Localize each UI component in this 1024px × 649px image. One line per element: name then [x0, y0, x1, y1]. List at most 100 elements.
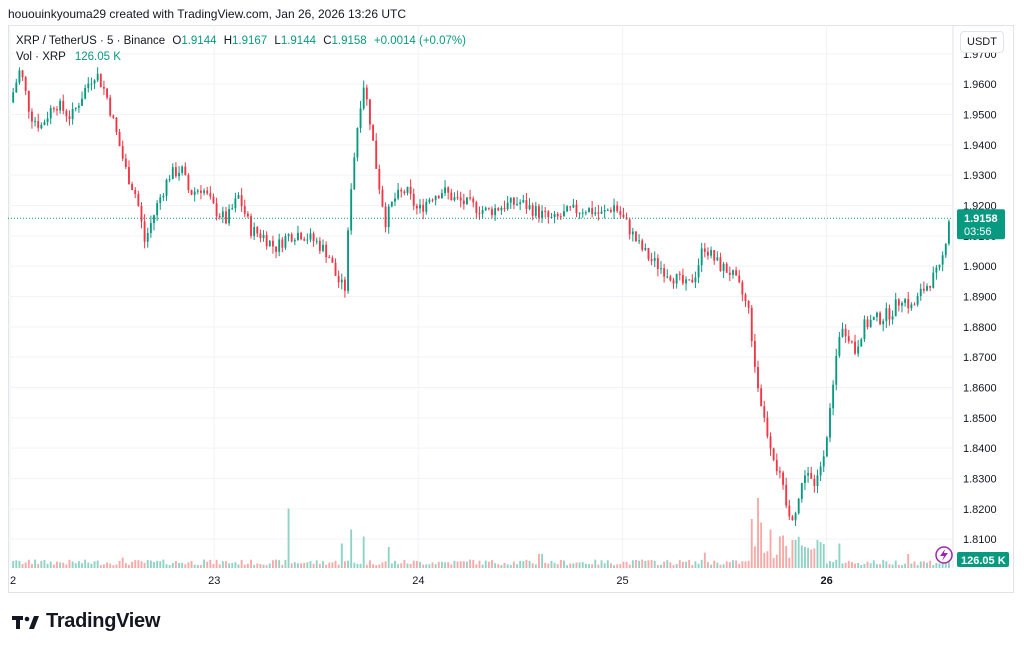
volume-bar: [703, 552, 706, 568]
volume-bar: [81, 563, 83, 568]
volume-bar: [65, 564, 68, 568]
candle-body: [732, 270, 734, 275]
candle-body: [782, 472, 784, 485]
volume-bar: [209, 559, 212, 568]
candle-body: [49, 108, 52, 119]
candle-body: [359, 108, 362, 129]
candle-body: [406, 186, 409, 194]
candle-body: [43, 122, 46, 125]
volume-bar: [675, 564, 678, 568]
candle-body: [390, 201, 393, 207]
symbol-label[interactable]: XRP / TetherUS · 5 · Binance: [16, 35, 166, 47]
grid-lines: [8, 25, 954, 568]
candle-body: [916, 296, 919, 305]
candle-body: [641, 240, 644, 250]
volume-bar: [628, 564, 631, 568]
candle-body: [159, 197, 162, 204]
candle-body: [37, 121, 40, 129]
chart-frame[interactable]: [8, 25, 1014, 593]
volume-bar: [231, 563, 234, 568]
candle-body: [137, 193, 140, 206]
candle-body: [462, 200, 465, 205]
candle-body: [196, 190, 199, 192]
candle-body: [174, 167, 177, 177]
volume-bar: [400, 563, 403, 568]
volume-bar: [184, 564, 187, 568]
candle-body: [134, 189, 137, 194]
candle-body: [775, 459, 778, 472]
candle-body: [584, 212, 587, 214]
volume-label[interactable]: Vol · XRP: [16, 51, 66, 63]
volume-bar: [356, 563, 359, 568]
volume-bar: [500, 565, 503, 568]
candle-body: [278, 239, 281, 252]
volume-bar: [419, 561, 421, 568]
candle-body: [59, 100, 62, 111]
y-tick-label: 1.8900: [963, 292, 997, 304]
candle-body: [102, 87, 105, 89]
volume-bar: [606, 560, 609, 568]
volume-bar: [181, 562, 184, 568]
volume-bar: [40, 560, 43, 568]
volume-bar: [944, 562, 947, 568]
volume-bar: [43, 560, 46, 568]
volume-bars: [12, 498, 950, 568]
volume-bar: [196, 565, 199, 568]
candlestick-chart[interactable]: 1.97001.96001.95001.94001.93001.92001.91…: [0, 0, 1024, 600]
time-axis[interactable]: 2 23 24 25 26: [10, 575, 833, 587]
candle-body: [600, 211, 603, 214]
volume-bar: [528, 560, 531, 568]
volume-value: 126.05 K: [74, 51, 121, 63]
candle-body: [904, 299, 907, 303]
volume-bar: [891, 564, 894, 568]
volume-bar: [947, 560, 950, 568]
volume-bar: [128, 564, 130, 568]
candle-body: [265, 235, 268, 247]
candle-body: [203, 190, 206, 193]
volume-bar: [494, 563, 497, 568]
candle-body: [447, 187, 450, 193]
candle-body: [453, 197, 456, 201]
candle-body: [215, 203, 218, 216]
volume-bar: [719, 564, 722, 568]
volume-bar: [935, 563, 938, 568]
y-tick-label: 1.9600: [963, 79, 997, 91]
y-tick-label: 1.8600: [963, 383, 997, 395]
candle-body: [415, 205, 418, 209]
volume-bar: [807, 547, 810, 568]
volume-bar: [882, 559, 885, 568]
currency-button[interactable]: USDT: [960, 31, 1004, 53]
volume-bar: [409, 564, 412, 568]
candle-body: [556, 213, 559, 217]
volume-bar: [556, 564, 559, 568]
price-axis[interactable]: 1.97001.96001.95001.94001.93001.92001.91…: [963, 49, 997, 546]
candle-body: [866, 319, 869, 328]
volume-bar: [663, 561, 666, 568]
bar-countdown: 03:56: [964, 226, 992, 238]
tradingview-logo[interactable]: TradingView: [12, 610, 160, 633]
candle-body: [487, 207, 490, 209]
volume-bar: [638, 560, 641, 568]
volume-bar: [378, 564, 381, 568]
candle-body: [146, 233, 149, 242]
candle-body: [472, 198, 475, 203]
volume-bar: [59, 562, 62, 568]
volume-bar: [844, 562, 847, 568]
candle-body: [128, 167, 130, 185]
volume-bar: [588, 564, 590, 568]
candle-body: [635, 231, 637, 242]
volume-bar: [763, 552, 766, 568]
volume-bar: [559, 559, 562, 568]
volume-bar: [656, 565, 659, 568]
volume-bar: [512, 561, 515, 568]
volume-bar: [641, 559, 644, 568]
candle-body: [888, 308, 891, 320]
lightning-icon[interactable]: [935, 546, 953, 564]
candle-body: [857, 346, 860, 354]
volume-bar: [566, 565, 569, 568]
volume-bar: [575, 562, 578, 568]
volume-bar: [466, 561, 468, 568]
candle-body: [343, 279, 346, 291]
logo-text: TradingView: [46, 610, 161, 632]
candle-body: [719, 257, 722, 271]
